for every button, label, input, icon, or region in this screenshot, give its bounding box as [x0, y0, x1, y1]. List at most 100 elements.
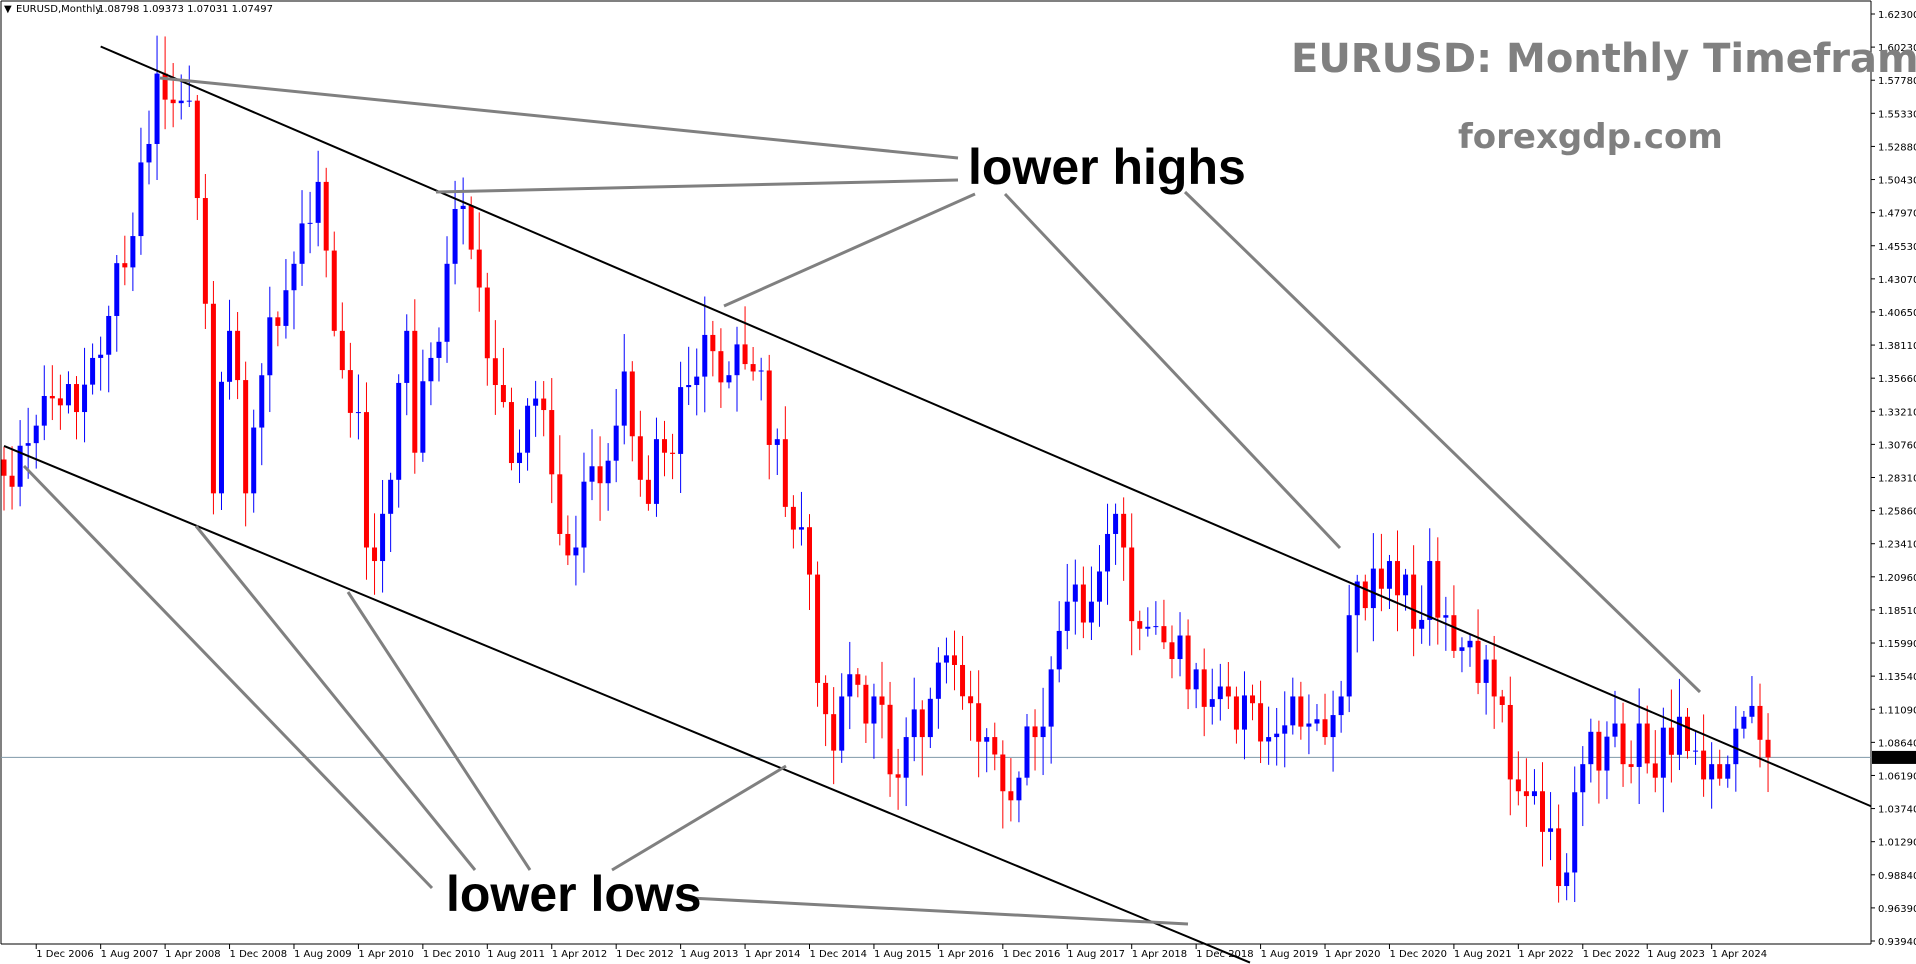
x-tick-label: 1 Aug 2011: [487, 949, 545, 960]
candle: [1137, 610, 1143, 651]
candle-body: [1531, 791, 1537, 797]
candle-body: [1121, 513, 1127, 548]
x-tick-label: 1 Aug 2019: [1261, 949, 1319, 960]
candle: [831, 687, 837, 785]
candle: [565, 515, 571, 566]
candle-body: [1113, 513, 1119, 534]
candle: [533, 380, 539, 437]
candle-body: [629, 371, 635, 437]
candle-body: [879, 696, 885, 705]
candle: [758, 357, 764, 401]
candle-body: [1298, 696, 1304, 727]
candle: [557, 435, 563, 546]
lower-highs-label: lower highs: [968, 139, 1246, 195]
time-axis: 1 Dec 2006 1 Aug 2007 1 Apr 2008 1 Dec 2008…: [35, 944, 1767, 960]
candle-body: [1660, 727, 1666, 778]
candle: [798, 491, 804, 546]
candle-body: [1548, 828, 1554, 832]
candle-body: [1185, 635, 1191, 690]
candle-body: [1596, 731, 1602, 771]
candle: [605, 443, 611, 511]
candle-body: [1604, 736, 1610, 771]
lower-lows-pointer: [22, 464, 434, 890]
candle-body: [331, 250, 337, 331]
candle: [210, 280, 216, 515]
candle: [968, 670, 974, 741]
candle: [1668, 689, 1674, 783]
candle: [476, 212, 482, 312]
candle-body: [210, 303, 216, 494]
candle-body: [178, 100, 184, 104]
candle: [82, 347, 88, 443]
candle-body: [1225, 686, 1231, 697]
candle: [130, 212, 136, 292]
candle: [694, 348, 700, 416]
candle: [1129, 513, 1135, 656]
candle: [218, 371, 224, 510]
chart-menu-icon[interactable]: ▼: [4, 4, 12, 15]
chart-header: ▼ EURUSD,Monthly 1.08798 1.09373 1.07031…: [4, 4, 273, 15]
y-tick-label: 1.06190: [1878, 771, 1916, 782]
candle-body: [1153, 626, 1159, 628]
candle: [57, 374, 63, 430]
candle: [492, 320, 498, 415]
candle-body: [412, 330, 418, 453]
candle-body: [1693, 750, 1699, 752]
channel-lower-line[interactable]: [3, 445, 1251, 964]
candle-body: [1193, 669, 1199, 690]
candle-body: [186, 100, 192, 102]
x-tick-label: 1 Aug 2013: [681, 949, 739, 960]
candle-body: [557, 474, 563, 534]
candle-body: [951, 655, 957, 665]
candle: [1499, 689, 1505, 723]
candle: [678, 361, 684, 493]
candle: [243, 361, 249, 527]
candle: [1008, 758, 1014, 822]
candle-body: [235, 330, 241, 381]
y-tick-label: 1.62300: [1878, 10, 1916, 21]
candle: [662, 420, 668, 477]
candle: [420, 349, 426, 462]
candle-body: [82, 384, 88, 413]
candle: [170, 63, 176, 128]
candle: [315, 150, 321, 247]
candle-body: [1556, 828, 1562, 887]
candle: [251, 409, 257, 513]
candle: [1241, 671, 1247, 760]
candle: [41, 365, 47, 441]
candle: [444, 236, 450, 363]
candle: [339, 302, 345, 379]
candle-body: [613, 425, 619, 461]
y-tick-label: 1.43070: [1878, 275, 1916, 286]
candle-body: [1032, 726, 1038, 738]
annotation-pointers: [22, 76, 1702, 926]
candle-body: [1427, 561, 1433, 620]
lower-lows-pointer: [194, 525, 477, 871]
candle: [815, 561, 821, 707]
candle: [1451, 585, 1457, 658]
candle: [1531, 769, 1537, 805]
candle: [823, 675, 829, 747]
candle-body: [307, 222, 313, 224]
candle-body: [130, 236, 136, 268]
candle: [517, 429, 523, 484]
candle: [1274, 707, 1280, 766]
candle: [1040, 687, 1046, 776]
candle-body: [1064, 601, 1070, 631]
candle-body: [388, 479, 394, 514]
candle: [581, 452, 587, 573]
candle-body: [460, 205, 466, 209]
channel-upper-line[interactable]: [100, 45, 1872, 808]
candle-body: [742, 344, 748, 365]
candle-body: [73, 384, 79, 413]
candle-body: [1475, 640, 1481, 683]
candle: [1765, 713, 1771, 793]
candle: [855, 668, 861, 698]
candle-body: [1072, 584, 1078, 602]
candle: [1250, 684, 1256, 721]
candle: [702, 296, 708, 413]
candle: [1064, 563, 1070, 650]
candle-body: [508, 402, 514, 464]
candle: [1056, 601, 1062, 683]
